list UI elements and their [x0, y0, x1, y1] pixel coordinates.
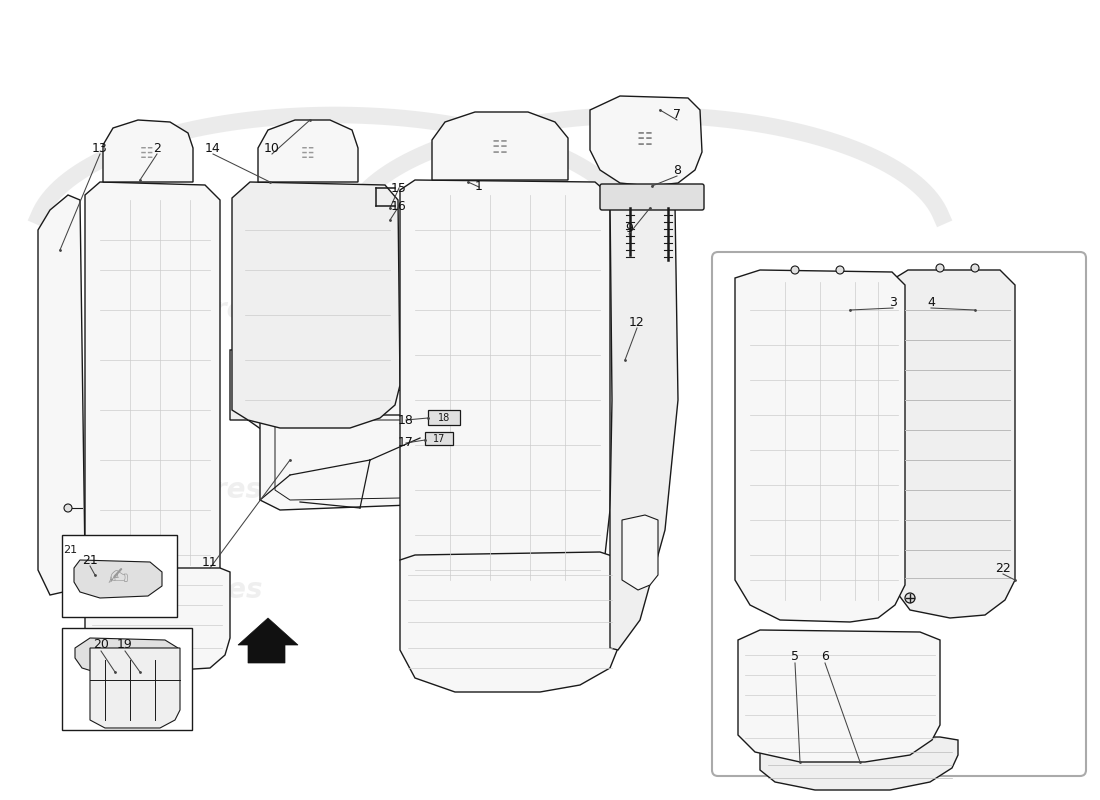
Polygon shape	[75, 638, 178, 672]
FancyBboxPatch shape	[600, 184, 704, 210]
Circle shape	[64, 504, 72, 512]
Text: 21: 21	[63, 545, 77, 555]
Text: ☷: ☷	[140, 146, 154, 161]
Text: 21: 21	[82, 554, 98, 566]
Bar	[425, 432, 453, 445]
Polygon shape	[85, 565, 230, 672]
Text: 10: 10	[264, 142, 279, 154]
Text: eurospares: eurospares	[762, 476, 937, 504]
Text: 18: 18	[398, 414, 414, 426]
Text: autospares: autospares	[473, 406, 648, 434]
Polygon shape	[610, 180, 678, 650]
Circle shape	[836, 266, 844, 274]
Bar	[62, 628, 192, 730]
Bar	[428, 410, 460, 425]
Polygon shape	[432, 112, 568, 180]
Polygon shape	[400, 552, 618, 692]
Text: 12: 12	[629, 315, 645, 329]
Polygon shape	[248, 390, 434, 432]
Circle shape	[971, 264, 979, 272]
Text: autospares: autospares	[88, 296, 263, 324]
Text: 4: 4	[927, 295, 935, 309]
Text: autospares: autospares	[88, 476, 263, 504]
Polygon shape	[400, 180, 610, 612]
Text: 14: 14	[205, 142, 221, 154]
Circle shape	[936, 264, 944, 272]
Polygon shape	[85, 182, 220, 608]
Text: 11: 11	[202, 555, 218, 569]
Text: eurospares: eurospares	[312, 476, 487, 504]
Text: 22: 22	[996, 562, 1011, 574]
Polygon shape	[232, 182, 400, 428]
Text: 16: 16	[392, 199, 407, 213]
Polygon shape	[895, 270, 1015, 618]
Polygon shape	[103, 120, 192, 182]
Bar	[62, 535, 177, 617]
Text: ☷: ☷	[301, 146, 315, 161]
Polygon shape	[74, 560, 162, 598]
Text: 13: 13	[92, 142, 108, 154]
Polygon shape	[760, 737, 958, 790]
Polygon shape	[230, 340, 450, 420]
Text: ✍: ✍	[108, 566, 129, 590]
Polygon shape	[258, 120, 358, 182]
Text: 3: 3	[889, 295, 896, 309]
Text: 9: 9	[625, 222, 632, 234]
Text: 2: 2	[153, 142, 161, 154]
Circle shape	[791, 266, 799, 274]
Circle shape	[905, 593, 915, 603]
Polygon shape	[735, 270, 905, 622]
Text: eurospares: eurospares	[87, 576, 263, 604]
FancyBboxPatch shape	[712, 252, 1086, 776]
Text: 18: 18	[438, 413, 450, 423]
Text: 5: 5	[791, 650, 799, 663]
Text: 7: 7	[673, 107, 681, 121]
Text: 8: 8	[673, 163, 681, 177]
Text: 17: 17	[432, 434, 446, 444]
Text: 1: 1	[475, 181, 483, 194]
Polygon shape	[738, 630, 940, 762]
Text: 15: 15	[392, 182, 407, 194]
Polygon shape	[621, 515, 658, 590]
Text: ☷: ☷	[492, 139, 508, 157]
Text: ☷: ☷	[637, 131, 653, 149]
Polygon shape	[90, 648, 180, 728]
Text: 17: 17	[398, 437, 414, 450]
Polygon shape	[39, 195, 85, 595]
Polygon shape	[238, 618, 298, 663]
Polygon shape	[260, 415, 440, 510]
Polygon shape	[590, 96, 702, 186]
Text: 20: 20	[94, 638, 109, 651]
Text: eurospares: eurospares	[312, 296, 487, 324]
Text: 19: 19	[117, 638, 133, 651]
Text: 6: 6	[821, 650, 829, 663]
